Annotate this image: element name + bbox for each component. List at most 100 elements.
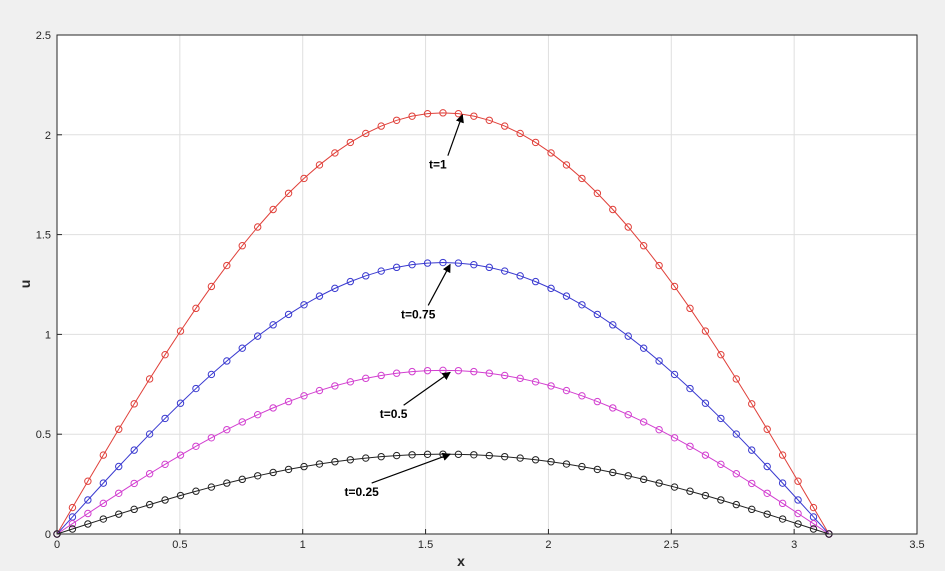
series-3-line bbox=[56, 369, 830, 535]
series-2-point bbox=[331, 284, 339, 293]
series-4-point bbox=[423, 450, 432, 459]
series-1-point bbox=[161, 350, 169, 359]
series-4-point bbox=[454, 450, 463, 459]
series-4-point bbox=[346, 456, 355, 464]
series-3-point bbox=[686, 442, 694, 450]
series-1-point bbox=[269, 205, 277, 214]
series-4-point bbox=[639, 475, 648, 484]
series-3-point bbox=[145, 470, 154, 478]
series-1-point bbox=[284, 189, 293, 197]
series-1-point bbox=[176, 327, 185, 335]
series-1-point bbox=[84, 477, 92, 485]
series-1-point bbox=[300, 174, 308, 183]
series-3-point bbox=[362, 374, 370, 383]
series-2-point bbox=[639, 344, 648, 352]
series-1-point bbox=[593, 189, 602, 197]
series-3-point bbox=[254, 410, 262, 419]
x-tick-label: 3 bbox=[791, 539, 797, 551]
series-4-point bbox=[701, 491, 710, 500]
series-4-point bbox=[161, 496, 169, 504]
series-3-point bbox=[315, 386, 324, 395]
series-2-point bbox=[408, 260, 416, 269]
series-4-point bbox=[269, 468, 277, 477]
series-4-point bbox=[68, 525, 77, 533]
x-axis-label: x bbox=[457, 553, 465, 569]
series-1-line bbox=[56, 112, 830, 535]
series-3-point bbox=[547, 382, 555, 390]
series-3-point bbox=[331, 382, 339, 390]
series-3-point bbox=[748, 479, 756, 488]
series-2-line bbox=[56, 262, 830, 535]
series-1-point bbox=[423, 109, 432, 118]
series-1-point bbox=[130, 400, 138, 408]
series-1-point bbox=[609, 205, 617, 214]
series-3-point bbox=[454, 366, 463, 375]
series-3-point bbox=[115, 489, 123, 497]
series-3-point bbox=[501, 371, 509, 380]
x-tick-label: 2.5 bbox=[664, 539, 679, 551]
series-3-point bbox=[284, 397, 293, 406]
series-1-point bbox=[238, 242, 246, 250]
series-3-point bbox=[531, 378, 540, 386]
series-2-point bbox=[254, 332, 262, 340]
series-4-point bbox=[547, 458, 555, 466]
series-4-point bbox=[578, 462, 586, 471]
series-4-point bbox=[809, 525, 818, 533]
series-4-point bbox=[655, 479, 663, 487]
series-2-point bbox=[223, 357, 231, 365]
series-2-point bbox=[377, 267, 385, 275]
series-4-point bbox=[516, 454, 524, 462]
y-tick-label: 0.5 bbox=[36, 429, 51, 441]
series-3-point bbox=[578, 392, 586, 400]
annotation-label: t=0.5 bbox=[380, 407, 408, 421]
series-4-point bbox=[593, 465, 602, 474]
series-3-point bbox=[68, 520, 77, 528]
series-1-point bbox=[315, 161, 324, 169]
series-4-point bbox=[377, 452, 385, 461]
series-3-point bbox=[408, 367, 416, 376]
series-1-point bbox=[562, 161, 571, 169]
series-2-point bbox=[269, 321, 277, 329]
series-2-point bbox=[655, 357, 663, 365]
annotation-label: t=0.75 bbox=[401, 307, 436, 321]
series-4-point bbox=[99, 515, 108, 523]
series-4-point bbox=[562, 460, 571, 468]
series-2-point bbox=[454, 259, 463, 267]
series-2-point bbox=[346, 277, 355, 286]
series-1-point bbox=[686, 304, 694, 313]
series-1-point bbox=[578, 174, 586, 183]
series-1-point bbox=[223, 261, 231, 270]
series-4-point bbox=[408, 451, 416, 459]
series-4-point bbox=[84, 520, 92, 528]
series-4-point bbox=[238, 475, 246, 484]
series-2-point bbox=[130, 446, 138, 454]
series-3-point bbox=[84, 509, 92, 518]
series-1-point bbox=[624, 223, 632, 231]
series-1-point bbox=[254, 223, 262, 231]
plot-area bbox=[57, 35, 917, 534]
series-2-point bbox=[315, 292, 324, 300]
series-1-point bbox=[192, 304, 200, 313]
series-2-point bbox=[748, 446, 756, 454]
series-3-point bbox=[485, 369, 493, 377]
series-3-point bbox=[176, 451, 185, 459]
series-1-point bbox=[547, 149, 555, 157]
series-3-point bbox=[809, 520, 818, 528]
series-4-point bbox=[531, 456, 540, 464]
series-1-point bbox=[639, 242, 648, 250]
series-3-point bbox=[778, 499, 787, 508]
series-2-point bbox=[516, 272, 524, 280]
series-2-point bbox=[624, 332, 632, 340]
series-4-point bbox=[609, 468, 617, 477]
x-tick-label: 1.5 bbox=[418, 539, 433, 551]
series-2-point bbox=[99, 479, 108, 487]
series-4-point bbox=[748, 505, 756, 514]
series-1-point bbox=[115, 425, 123, 433]
series-1-point bbox=[748, 400, 756, 408]
series-3-point bbox=[346, 378, 355, 386]
series-3-point bbox=[516, 374, 524, 383]
series-3-point bbox=[470, 367, 478, 376]
series-1-point bbox=[485, 116, 493, 125]
series-2-point bbox=[470, 260, 478, 269]
series-4-point bbox=[470, 451, 478, 459]
